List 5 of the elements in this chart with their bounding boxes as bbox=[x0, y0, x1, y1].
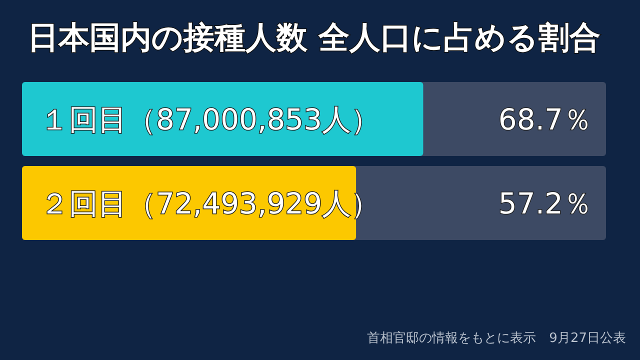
chart-title: 日本国内の接種人数 全人口に占める割合 bbox=[28, 20, 600, 56]
data-label: 57.2％ bbox=[498, 186, 592, 220]
text: 首相官邸の情報をもとに表示 9月27日公表 bbox=[367, 330, 626, 346]
y-tick-label: １回目（87,000,853人） bbox=[40, 102, 380, 136]
data-label: 68.7％ bbox=[498, 102, 592, 136]
